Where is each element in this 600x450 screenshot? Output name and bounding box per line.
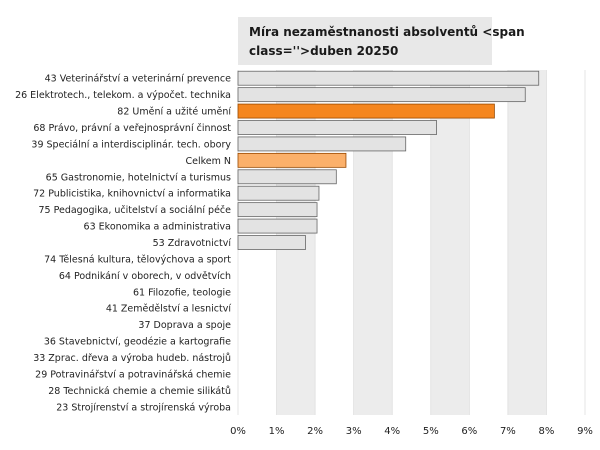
category-label: 65 Gastronomie, hotelnictví a turismus — [46, 172, 231, 183]
bars — [237, 70, 540, 250]
x-tick-label: 3% — [346, 426, 362, 437]
chart-title: Míra nezaměstnanosti absolventů <span — [249, 25, 525, 39]
bar — [237, 169, 337, 185]
bar — [237, 87, 526, 103]
category-label: 37 Doprava a spoje — [138, 320, 231, 331]
x-tick-label: 1% — [269, 426, 285, 437]
category-label: 74 Tělesná kultura, tělovýchova a sport — [44, 254, 231, 265]
category-label: 82 Umění a užité umění — [117, 107, 231, 118]
bar — [237, 152, 347, 168]
category-label: 36 Stavebnictví, geodézie a kartografie — [44, 337, 231, 348]
x-tick-label: 5% — [423, 426, 439, 437]
category-labels: 43 Veterinářství a veterinární prevence 2… — [15, 74, 231, 414]
category-label: 43 Veterinářství a veterinární prevence — [45, 74, 232, 85]
bar — [237, 136, 407, 152]
x-tick-label: 9% — [577, 426, 593, 437]
category-label: 61 Filozofie, teologie — [133, 287, 231, 298]
bar — [237, 120, 437, 135]
category-label: 33 Zprac. dřeva a výroba hudeb. nástrojů — [33, 353, 231, 364]
x-tick-label: 2% — [307, 426, 323, 437]
x-tick-label: 0% — [230, 426, 246, 437]
category-label: 53 Zdravotnictví — [153, 238, 232, 249]
bar — [237, 70, 540, 86]
x-tick-label: 6% — [461, 426, 477, 437]
category-label: 68 Právo, právní a veřejnosprávní činnos… — [33, 123, 231, 134]
bar — [237, 103, 495, 119]
bar — [237, 218, 318, 234]
category-label: 29 Potravinářství a potravinářská chemie — [35, 369, 231, 380]
x-tick-label: 7% — [500, 426, 516, 437]
category-label: 28 Technická chemie a chemie silikátů — [48, 386, 231, 397]
category-label: Celkem N — [185, 156, 231, 167]
x-tick-label: 8% — [539, 426, 555, 437]
category-label: 75 Pedagogika, učitelství a sociální péč… — [38, 205, 231, 216]
bar — [237, 235, 306, 250]
chart-title-box — [238, 17, 492, 65]
category-label: 63 Ekonomika a administrativa — [84, 222, 231, 233]
grid-band — [430, 70, 470, 415]
x-tick-labels: 0% 1% 2% 3% 4% 5% 6% 7% 8% 9% — [230, 426, 593, 437]
grid-band — [507, 70, 547, 415]
category-label: 26 Elektrotech., telekom. a výpočet. tec… — [15, 90, 231, 101]
category-label: 23 Strojírenství a strojírenská výroba — [56, 402, 231, 413]
category-label: 39 Speciální a interdisciplinár. tech. o… — [31, 139, 231, 150]
bar — [237, 185, 320, 201]
category-label: 72 Publicistika, knihovnictví a informat… — [33, 189, 231, 200]
x-tick-label: 4% — [384, 426, 400, 437]
bar — [237, 202, 318, 218]
chart-title-line2: class=''>duben 20250 — [249, 44, 398, 58]
category-label: 64 Podnikání v oborech, v odvětvích — [59, 271, 231, 282]
category-label: 41 Zemědělství a lesnictví — [106, 304, 232, 315]
